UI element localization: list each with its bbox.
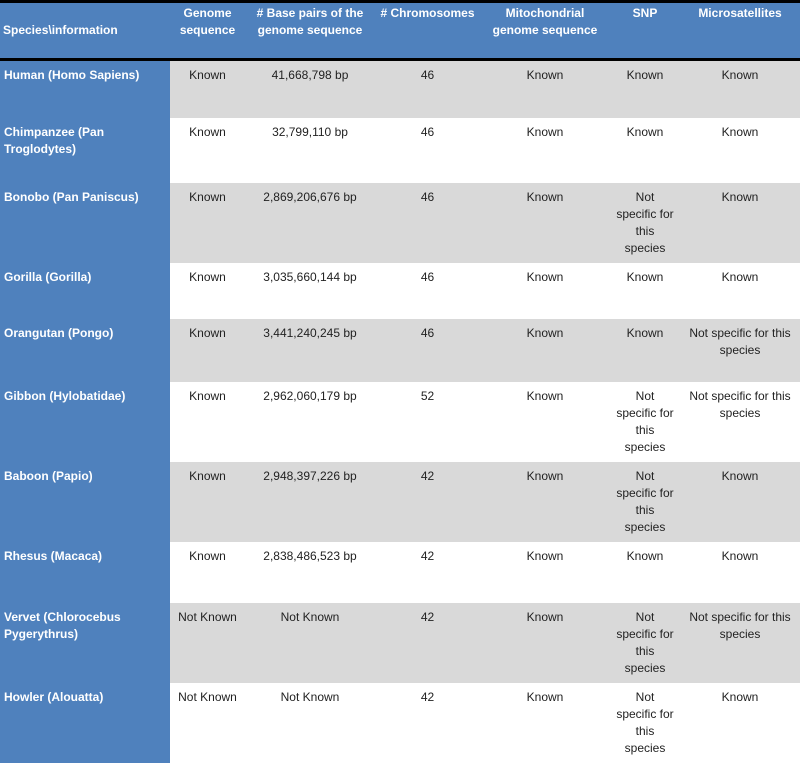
- table-cell: 2,962,060,179 bp: [263, 388, 357, 403]
- table-cell: Known: [480, 182, 610, 263]
- table-cell: 32,799,110 bp: [272, 124, 348, 139]
- table-cell: Known: [626, 269, 664, 284]
- column-header: Genome sequence: [170, 1, 245, 61]
- species-name: Gorilla (Gorilla): [0, 262, 170, 319]
- table-row: Chimpanzee (Pan Troglodytes) Known 32,799,…: [0, 117, 800, 183]
- table-cell: Known: [721, 269, 759, 284]
- table-cell: Known: [526, 124, 564, 139]
- table-cell: Known: [721, 124, 759, 139]
- table-cell: Known: [680, 59, 800, 118]
- species-name: Baboon (Papio): [0, 461, 170, 542]
- table-cell: 46: [375, 182, 480, 263]
- table-cell: Not specific for this species: [610, 182, 680, 263]
- table-cell: Known: [189, 269, 226, 284]
- column-header: # Base pairs of the genome sequence: [245, 1, 375, 61]
- table-cell: Known: [170, 461, 245, 542]
- table-cell: 3,035,660,144 bp: [263, 269, 357, 284]
- species-name: Chimpanzee (Pan Troglodytes): [0, 117, 170, 183]
- table-cell: 52: [420, 388, 435, 403]
- table-row: Gorilla (Gorilla) Known 3,035,660,144 bp 46…: [0, 262, 800, 319]
- table-row: Vervet (Chlorocebus Pygerythrus) Not Know…: [0, 602, 800, 683]
- table-cell: Known: [721, 689, 759, 704]
- table-cell: Known: [526, 689, 564, 704]
- column-header: Species\information: [0, 1, 170, 61]
- table-row: Bonobo (Pan Paniscus) Known 2,869,206,676 …: [0, 182, 800, 263]
- table-cell: Known: [480, 602, 610, 683]
- column-header: # Chromosomes: [375, 1, 480, 61]
- header-row: Species\information Genome sequence # Base…: [0, 1, 800, 61]
- table-cell: 3,441,240,245 bp: [245, 318, 375, 382]
- species-name: Orangutan (Pongo): [0, 318, 170, 382]
- table-row: Rhesus (Macaca) Known 2,838,486,523 bp 42 Kn…: [0, 541, 800, 603]
- table-cell: Not specific for this species: [616, 388, 674, 454]
- species-name: Howler (Alouatta): [0, 682, 170, 763]
- table-cell: Known: [721, 548, 759, 563]
- column-header: Microsatellites: [680, 1, 800, 61]
- table-cell: Known: [626, 124, 664, 139]
- table-cell: Not Known: [178, 689, 237, 704]
- table-cell: Not specific for this species: [610, 461, 680, 542]
- species-name: Human (Homo Sapiens): [0, 59, 170, 118]
- table-cell: Known: [526, 548, 564, 563]
- table-cell: 2,869,206,676 bp: [245, 182, 375, 263]
- table-row: Gibbon (Hylobatidae) Known 2,962,060,179 b…: [0, 381, 800, 462]
- species-name: Rhesus (Macaca): [0, 541, 170, 603]
- table-cell: Known: [170, 59, 245, 118]
- table-cell: 42: [375, 602, 480, 683]
- table-cell: Known: [170, 318, 245, 382]
- table-cell: Not specific for this species: [610, 602, 680, 683]
- table-cell: Known: [526, 388, 564, 403]
- table-cell: Known: [680, 182, 800, 263]
- table-cell: Not specific for this species: [689, 388, 791, 420]
- table-cell: 46: [375, 59, 480, 118]
- table-cell: 2,948,397,226 bp: [245, 461, 375, 542]
- table-cell: 46: [375, 318, 480, 382]
- table-cell: Not Known: [280, 689, 340, 704]
- table-cell: 2,838,486,523 bp: [263, 548, 357, 563]
- table-cell: 42: [420, 548, 435, 563]
- table-cell: Known: [626, 548, 664, 563]
- table-cell: 42: [420, 689, 435, 704]
- table-cell: Known: [189, 124, 226, 139]
- table-cell: 42: [375, 461, 480, 542]
- table-cell: Known: [480, 59, 610, 118]
- table-cell: Known: [170, 182, 245, 263]
- table-cell: Not specific for this species: [616, 689, 674, 755]
- table-cell: Not specific for this species: [680, 602, 800, 683]
- species-name: Vervet (Chlorocebus Pygerythrus): [0, 602, 170, 683]
- table-cell: 46: [420, 269, 435, 284]
- species-name: Gibbon (Hylobatidae): [0, 381, 170, 462]
- table-row: Baboon (Papio) Known 2,948,397,226 bp 42 Kno…: [0, 461, 800, 542]
- table-row: Human (Homo Sapiens) Known 41,668,798 bp 46…: [0, 59, 800, 118]
- table-cell: Not specific for this species: [680, 318, 800, 382]
- table-cell: Known: [480, 461, 610, 542]
- table-cell: Known: [680, 461, 800, 542]
- table-row: Howler (Alouatta) Not Known Not Known 42 Kno…: [0, 682, 800, 763]
- column-header: Mitochondrial genome sequence: [480, 1, 610, 61]
- table-cell: Known: [610, 318, 680, 382]
- table-cell: Known: [189, 388, 226, 403]
- table-cell: Known: [526, 269, 564, 284]
- table-cell: Known: [480, 318, 610, 382]
- table-cell: Not Known: [245, 602, 375, 683]
- table-cell: Not Known: [170, 602, 245, 683]
- table-cell: 41,668,798 bp: [245, 59, 375, 118]
- table-cell: Known: [610, 59, 680, 118]
- table-cell: 46: [420, 124, 435, 139]
- species-name: Bonobo (Pan Paniscus): [0, 182, 170, 263]
- column-header: SNP: [610, 1, 680, 61]
- table-cell: Known: [189, 548, 226, 563]
- table-row: Orangutan (Pongo) Known 3,441,240,245 bp 46…: [0, 318, 800, 382]
